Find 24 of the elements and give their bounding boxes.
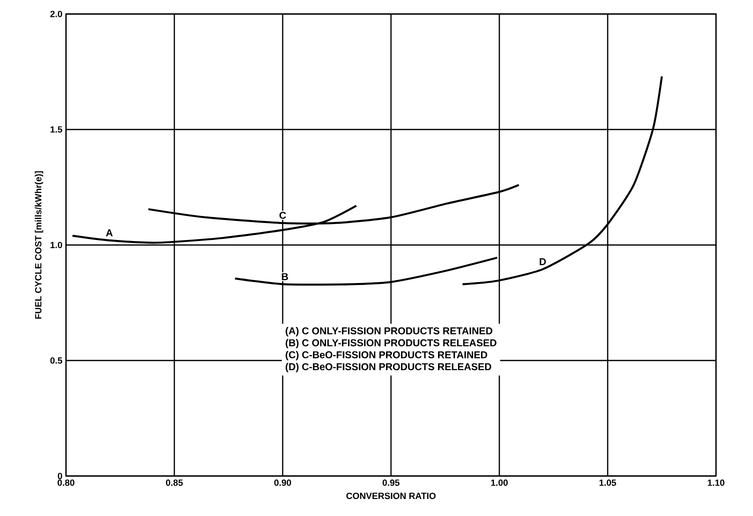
x-tick-label: 0.90	[274, 480, 292, 486]
series-label: B	[282, 273, 288, 280]
annotation: (D) C-BeO-FISSION PRODUCTS RELEASED	[286, 362, 492, 372]
annotation: (C) C-BeO-FISSION PRODUCTS RETAINED	[286, 350, 488, 360]
x-tick-label: 1.00	[491, 480, 508, 486]
x-axis-title: CONVERSION RATIO	[346, 492, 436, 500]
y-tick-label: 0.5	[50, 357, 62, 364]
series-label: D	[540, 258, 546, 266]
x-tick-label: 0.95	[382, 480, 400, 486]
y-axis-title: FUEL CYCLE COST [mills/kWhr(e)]	[34, 171, 44, 319]
y-tick-label: 0	[58, 472, 62, 480]
x-tick-label: 1.05	[600, 480, 616, 486]
line-series	[234, 256, 498, 286]
y-tick-label: 2.0	[50, 10, 62, 18]
line-series	[462, 75, 663, 286]
series-label: C	[279, 212, 286, 219]
series-label: A	[106, 229, 113, 236]
y-tick-label: 1.0	[50, 242, 62, 248]
x-tick-label: 0.80	[58, 480, 74, 486]
y-tick-label: 1.5	[50, 126, 62, 133]
x-tick-label: 1.10	[708, 480, 724, 486]
annotation: (B) C ONLY-FISSION PRODUCTS RELEASED	[286, 339, 496, 348]
annotation: (A) C ONLY-FISSION PRODUCTS RETAINED	[286, 327, 492, 336]
x-tick-label: 0.85	[166, 480, 183, 486]
